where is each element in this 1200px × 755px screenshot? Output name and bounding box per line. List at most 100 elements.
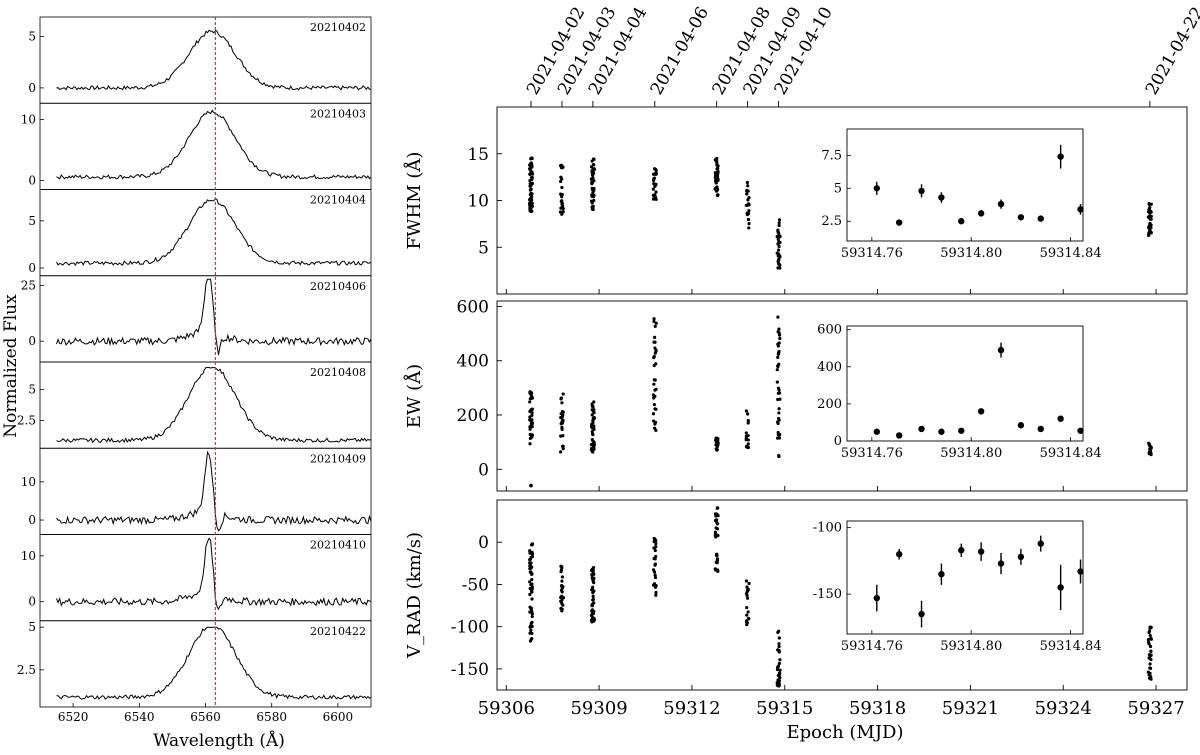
data-point (747, 226, 751, 230)
data-point (715, 193, 720, 197)
data-point (777, 218, 782, 222)
data-point (528, 549, 532, 553)
inset-plot: -150 -100 59314.76 59314.80 59314.84 (813, 520, 1102, 654)
data-point (653, 340, 657, 344)
measurement-panels: 5 10 15 FWHM (Å) 2.5 5 7.5 59314.76 59314.80 5931… (403, 106, 1188, 691)
data-point (715, 175, 720, 179)
epoch-tick-label: 59321 (942, 698, 999, 719)
inset-frame (846, 325, 1084, 442)
data-point (775, 368, 779, 372)
data-point (560, 590, 564, 594)
spectrum-date-label: 20210406 (310, 280, 366, 293)
spectrum-line (56, 537, 372, 611)
data-point (776, 352, 780, 356)
data-point (559, 606, 563, 611)
inset-x-tick-label: 59314.76 (841, 446, 903, 461)
data-point (777, 327, 781, 331)
data-point (530, 425, 534, 429)
data-point (714, 181, 718, 185)
data-point (745, 621, 749, 625)
spectra-panels: 0 5 20210402 0 10 20210403 0 5 20210404 0 25 202104… (17, 16, 372, 708)
data-point (528, 205, 532, 209)
data-point (745, 605, 749, 610)
data-point (716, 178, 720, 183)
y-tick-label: 10 (467, 192, 489, 212)
data-point (559, 397, 563, 401)
data-point (777, 661, 781, 666)
data-point (530, 620, 534, 624)
inset-data-point (1057, 153, 1064, 160)
spectra-panel-stack: 0 5 20210402 0 10 20210403 0 5 20210404 0 25 202104… (1, 16, 372, 751)
inset-x-tick-label: 59314.84 (1040, 446, 1102, 461)
data-point (559, 434, 563, 438)
data-point (744, 438, 748, 442)
data-point (777, 223, 781, 228)
spectrum-line (56, 198, 372, 267)
spectrum-panel: 0 25 20210406 (21, 275, 372, 363)
data-point (777, 257, 781, 262)
data-point (715, 448, 719, 452)
inset-x-tick-label: 59314.80 (940, 639, 1002, 654)
data-point (714, 438, 718, 442)
inset-frame (846, 520, 1084, 635)
data-point (560, 401, 564, 405)
data-point (776, 630, 780, 634)
inset-data-point (997, 560, 1005, 567)
data-point (559, 422, 563, 426)
data-point (558, 179, 563, 184)
y-tick-label: 200 (457, 406, 489, 426)
data-point (715, 527, 720, 531)
data-point (651, 393, 656, 397)
data-point (776, 678, 780, 682)
inset-y-tick-label: 7.5 (821, 148, 842, 163)
data-point (559, 569, 563, 574)
data-point (530, 582, 534, 587)
y-tick-label: 0 (28, 595, 36, 609)
spectrum-panel: 0 10 20210403 (21, 102, 372, 190)
data-point (530, 614, 534, 619)
data-point (560, 185, 564, 190)
data-point (528, 167, 532, 171)
data-point (591, 163, 595, 167)
inset-x-tick-label: 59314.76 (841, 639, 903, 654)
epoch-tick-label: 59309 (570, 698, 627, 719)
data-point (777, 650, 781, 654)
data-point (653, 378, 657, 382)
data-point (1147, 656, 1151, 660)
epoch-tick-label: 59306 (478, 698, 535, 719)
inset-data-point (1037, 215, 1044, 222)
data-point (590, 450, 595, 454)
data-point (590, 201, 594, 205)
data-point (747, 617, 751, 621)
data-point (528, 397, 532, 401)
data-point (560, 584, 564, 589)
data-point (654, 169, 658, 173)
inset-y-tick-label: -150 (813, 587, 842, 602)
data-point (1149, 637, 1153, 641)
normalized-flux-axis-label: Normalized Flux (1, 294, 21, 438)
data-point (592, 416, 596, 420)
data-point (530, 209, 534, 213)
data-point (1149, 653, 1153, 657)
data-point (591, 190, 595, 195)
data-point (652, 382, 656, 386)
data-point (1146, 233, 1151, 238)
data-point (590, 426, 594, 430)
data-point (653, 388, 657, 392)
data-point (528, 193, 532, 197)
measurement-panel: 0 200 400 600 EW (Å) 0 200 400 600 59314.76 59314.… (403, 297, 1188, 492)
data-point (745, 613, 749, 617)
inset-data-point (958, 547, 965, 554)
inset-data-point (1077, 568, 1084, 575)
data-point (1148, 644, 1153, 649)
data-point (592, 576, 596, 581)
inset-data-point (977, 408, 985, 415)
data-point (777, 341, 781, 345)
data-point (591, 408, 595, 413)
data-point (652, 419, 656, 423)
spectrum-line (56, 366, 372, 444)
data-point (1148, 633, 1152, 638)
data-point (590, 567, 594, 571)
inset-x-tick-label: 59314.80 (940, 246, 1002, 261)
